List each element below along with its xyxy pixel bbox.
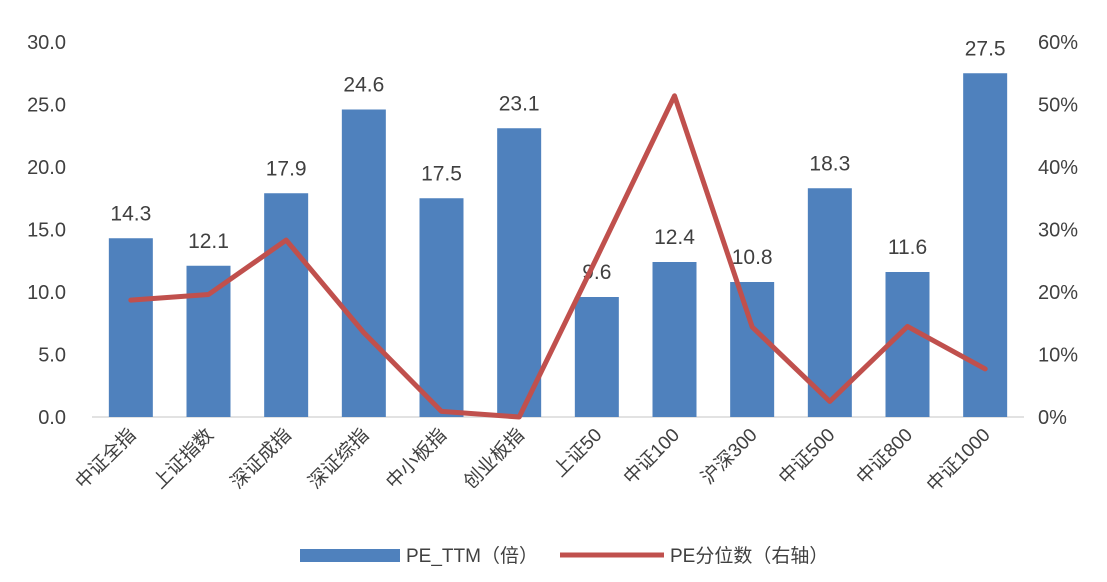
left-tick-label: 0.0 (38, 407, 66, 429)
bar (807, 188, 852, 417)
category-label: 深证成指 (226, 424, 295, 493)
right-axis-ticks: 0% 10% 20% 30% 40% 50% 60% (1038, 32, 1078, 429)
category-label: 中证800 (852, 424, 917, 489)
bar-data-label: 9.6 (582, 261, 611, 284)
bar-data-label: 18.3 (809, 152, 850, 175)
left-tick-label: 20.0 (27, 157, 66, 179)
left-tick-label: 30.0 (27, 32, 66, 54)
bar (652, 262, 697, 417)
bar-data-label: 17.9 (266, 157, 307, 180)
bar (186, 265, 231, 417)
left-tick-label: 5.0 (38, 345, 66, 367)
right-tick-label: 60% (1038, 32, 1078, 54)
right-tick-label: 0% (1038, 407, 1067, 429)
right-tick-label: 50% (1038, 95, 1078, 117)
category-label: 中证1000 (922, 424, 994, 496)
category-label: 创业板指 (459, 424, 528, 493)
legend-label-line: PE分位数（右轴） (670, 545, 828, 567)
right-tick-label: 30% (1038, 220, 1078, 242)
category-label: 中小板指 (382, 424, 451, 493)
bar-data-label: 24.6 (343, 74, 384, 97)
bar-data-label: 10.8 (732, 246, 773, 269)
left-tick-label: 25.0 (27, 95, 66, 117)
line-series-pe-percentile (128, 93, 988, 420)
right-tick-label: 10% (1038, 345, 1078, 367)
legend-label-bar: PE_TTM（倍） (406, 545, 538, 567)
right-tick-label: 40% (1038, 157, 1078, 179)
right-tick-label: 20% (1038, 282, 1078, 304)
category-labels: 中证全指 上证指数 深证成指 深证综指 中小板指 创业板指 上证50 中证100 沪深300 中证… (71, 424, 995, 496)
category-label: 沪深300 (697, 424, 762, 489)
bar (341, 109, 386, 417)
legend-swatch-bar (300, 549, 400, 562)
bar-data-label: 27.5 (965, 37, 1006, 60)
bar-data-label: 12.1 (188, 230, 229, 253)
category-label: 中证100 (619, 424, 684, 489)
bar-data-label: 23.1 (499, 92, 540, 115)
bar-data-label: 11.6 (888, 236, 927, 259)
bar (108, 238, 153, 417)
category-label: 中证500 (775, 424, 840, 489)
bar (419, 198, 464, 417)
bar-data-label: 12.4 (654, 226, 695, 249)
left-tick-label: 15.0 (27, 220, 66, 242)
bar (885, 272, 930, 417)
left-axis-ticks: 0.0 5.0 10.0 15.0 20.0 25.0 30.0 (27, 32, 66, 429)
bar (574, 297, 619, 417)
category-label: 中证全指 (71, 424, 140, 493)
bar-series-pe-ttm (108, 73, 1008, 417)
legend: PE_TTM（倍） PE分位数（右轴） (300, 545, 828, 567)
left-tick-label: 10.0 (27, 282, 66, 304)
category-label: 上证指数 (149, 424, 218, 493)
bar (264, 193, 309, 417)
bar (497, 128, 542, 417)
category-label: 上证50 (549, 424, 606, 481)
category-label: 深证综指 (304, 424, 373, 493)
bar (730, 282, 775, 417)
bar (963, 73, 1008, 417)
bar-data-label: 14.3 (110, 202, 151, 225)
bar-data-labels: 14.3 12.1 17.9 24.6 17.5 23.1 9.6 12.4 10.8 18.3 1… (110, 37, 1005, 284)
bar-data-label: 17.5 (421, 162, 462, 185)
